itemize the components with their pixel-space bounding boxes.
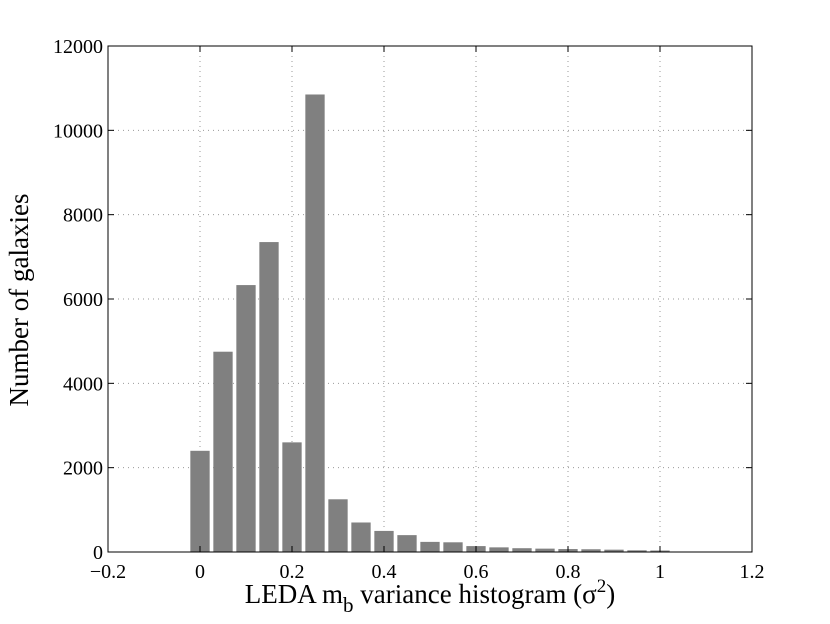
histogram-bar <box>420 541 440 552</box>
histogram-bar <box>236 285 256 552</box>
x-tick-label: 1 <box>655 561 665 583</box>
histogram-bar <box>259 242 279 552</box>
x-tick-label: 0.2 <box>280 561 305 583</box>
histogram-bar <box>443 542 463 552</box>
x-tick-label: 0.8 <box>556 561 581 583</box>
histogram-bar <box>535 548 555 552</box>
x-tick-label: 1.2 <box>740 561 765 583</box>
x-tick-label: 0.4 <box>372 561 397 583</box>
histogram-bar <box>351 522 371 552</box>
y-tick-label: 10000 <box>53 120 103 142</box>
histogram-bar <box>374 530 394 552</box>
histogram-bar <box>581 549 601 552</box>
x-tick-label: −0.2 <box>90 561 126 583</box>
y-tick-label: 0 <box>93 542 103 564</box>
y-tick-label: 8000 <box>63 205 103 227</box>
histogram-bar <box>305 94 325 552</box>
histogram-bars <box>190 94 670 552</box>
x-tick-label: 0 <box>195 561 205 583</box>
x-tick-label: 0.6 <box>464 561 489 583</box>
y-axis-title: Number of galaxies <box>4 194 34 407</box>
y-tick-labels: 0 2000 4000 6000 8000 10000 12000 <box>53 36 103 564</box>
histogram-bar <box>489 547 509 552</box>
histogram-bar <box>627 550 647 552</box>
y-tick-label: 12000 <box>53 36 103 58</box>
x-tick-labels: −0.2 0 0.2 0.4 0.6 0.8 1 1.2 <box>90 561 765 583</box>
histogram-bar <box>282 442 302 552</box>
histogram-bar <box>604 549 624 552</box>
histogram-bar <box>328 499 348 552</box>
y-tick-label: 6000 <box>63 289 103 311</box>
axis-ticks <box>107 45 753 553</box>
histogram-bar <box>190 450 210 552</box>
histogram-bar <box>397 535 417 552</box>
y-tick-label: 4000 <box>63 373 103 395</box>
y-tick-label: 2000 <box>63 458 103 480</box>
histogram-bar <box>213 351 233 552</box>
x-axis-title: LEDA mb variance histogram (σ2) <box>245 576 615 617</box>
histogram-bar <box>512 548 532 552</box>
